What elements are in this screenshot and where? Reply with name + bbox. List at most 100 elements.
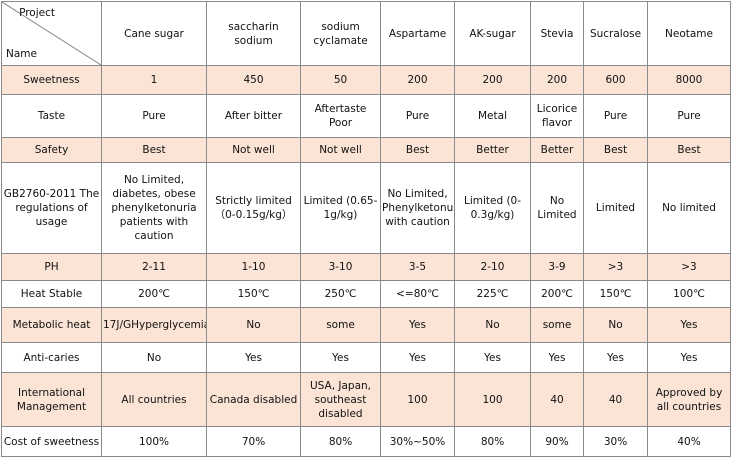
table-cell: <=80℃ [380,280,455,308]
table-cell: 40 [530,372,584,427]
row-regulations: GB2760-2011 The regulations of usage No … [1,162,731,254]
table-cell: 150℃ [583,280,648,308]
row-anti-caries: Anti-caries No Yes Yes Yes Yes Yes Yes Y… [1,342,731,373]
table-cell: Best [101,137,207,163]
table-cell: 200℃ [101,280,207,308]
row-label-safety: Safety [1,137,102,163]
column-header-neotame: Neotame [647,1,731,66]
table-cell: >3 [647,253,731,281]
table-cell: After bitter [206,94,301,138]
table-cell: 3-9 [530,253,584,281]
column-header-ak-sugar: AK-sugar [454,1,531,66]
table-cell: Metal [454,94,531,138]
table-cell: 1-10 [206,253,301,281]
table-cell: Pure [380,94,455,138]
row-label-ph: PH [1,253,102,281]
table-cell: Limited [583,162,648,254]
table-cell: Yes [380,342,455,373]
row-international-management: International Management All countries C… [1,372,731,427]
table-cell: No Limited [530,162,584,254]
row-taste: Taste Pure After bitter Aftertaste Poor … [1,94,731,138]
column-header-aspartame: Aspartame [380,1,455,66]
row-cost-of-sweetness: Cost of sweetness 100% 70% 80% 30%~50% 8… [1,426,731,457]
table-cell: Best [647,137,731,163]
header-row: Project Name Cane sugar saccharin sodium… [1,1,731,66]
column-header-sodium-cyclamate: sodium cyclamate [300,1,381,66]
table-cell: 3-5 [380,253,455,281]
table-cell: 8000 [647,65,731,95]
table-cell: Yes [583,342,648,373]
table-cell: 1 [101,65,207,95]
table-cell: Limited (0-0.3g/kg) [454,162,531,254]
row-label-sweetness: Sweetness [1,65,102,95]
table-cell: Yes [647,307,731,343]
row-label-international-management: International Management [1,372,102,427]
table-cell: Yes [647,342,731,373]
table-cell: 50 [300,65,381,95]
table-cell: 70% [206,426,301,457]
row-label-anti-caries: Anti-caries [1,342,102,373]
table-cell: 2-10 [454,253,531,281]
corner-project-label: Project [19,7,55,19]
table-cell: Yes [530,342,584,373]
row-label-cost-of-sweetness: Cost of sweetness [1,426,102,457]
row-sweetness: Sweetness 1 450 50 200 200 200 600 8000 [1,65,731,95]
row-label-taste: Taste [1,94,102,138]
column-header-cane-sugar: Cane sugar [101,1,207,66]
table-cell: 450 [206,65,301,95]
table-cell: 100℃ [647,280,731,308]
table-cell: 3-10 [300,253,381,281]
table-cell: 200 [530,65,584,95]
table-cell: Limited (0.65-1g/kg) [300,162,381,254]
table-cell: 250℃ [300,280,381,308]
table-cell: Better [454,137,531,163]
table-cell: 150℃ [206,280,301,308]
table-cell: 30% [583,426,648,457]
table-cell: some [530,307,584,343]
table-cell: >3 [583,253,648,281]
table-cell: Yes [380,307,455,343]
table-cell: Best [380,137,455,163]
table-cell: Aftertaste Poor [300,94,381,138]
table-cell: 100% [101,426,207,457]
table-cell: Not well [206,137,301,163]
table-cell: No limited [647,162,731,254]
table-cell: 40% [647,426,731,457]
table-cell: Better [530,137,584,163]
table-cell: 90% [530,426,584,457]
column-header-stevia: Stevia [530,1,584,66]
table-cell: 200 [380,65,455,95]
table-cell: 200℃ [530,280,584,308]
table-cell: Strictly limited（0-0.15g/kg） [206,162,301,254]
corner-header-cell: Project Name [1,1,102,66]
table-cell: No [454,307,531,343]
table-cell: Yes [206,342,301,373]
table-cell: 40 [583,372,648,427]
table-cell: Yes [300,342,381,373]
table-cell: 225℃ [454,280,531,308]
table-cell: some [300,307,381,343]
table-cell: 2-11 [101,253,207,281]
table-cell: No [101,342,207,373]
table-cell: Licorice flavor [530,94,584,138]
table-cell: Not well [300,137,381,163]
column-header-sucralose: Sucralose [583,1,648,66]
table-cell: Pure [583,94,648,138]
table-cell: 100 [380,372,455,427]
table-cell: Canada disabled [206,372,301,427]
table-cell: Pure [647,94,731,138]
table-cell: 600 [583,65,648,95]
diagonal-divider [2,2,101,65]
table-cell: 30%~50% [380,426,455,457]
row-label-metabolic-heat: Metabolic heat [1,307,102,343]
table-cell: No [206,307,301,343]
table-cell: 100 [454,372,531,427]
row-safety: Safety Best Not well Not well Best Bette… [1,137,731,163]
row-label-heat-stable: Heat Stable [1,280,102,308]
table-cell: 80% [300,426,381,457]
row-label-regulations: GB2760-2011 The regulations of usage [1,162,102,254]
table-cell: USA, Japan, southeast disabled [300,372,381,427]
column-header-saccharin-sodium: saccharin sodium [206,1,301,66]
table-cell: Best [583,137,648,163]
table-cell: No [583,307,648,343]
